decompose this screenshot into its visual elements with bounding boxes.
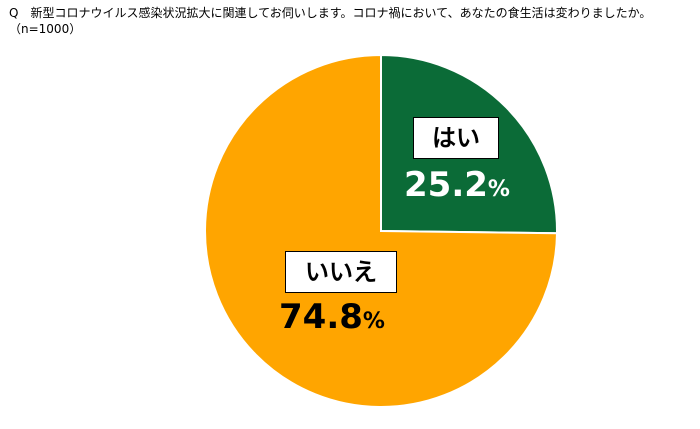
slice-value-yes-number: 25.2	[404, 165, 488, 205]
pie-slice-no	[204, 53, 559, 408]
sample-size: （n=1000）	[9, 22, 82, 36]
slice-value-yes-unit: %	[487, 177, 510, 202]
slice-value-yes: 25.2%	[404, 165, 510, 205]
question-text: Q 新型コロナウイルス感染状況拡大に関連してお伺いします。コロナ禍において、あな…	[9, 6, 652, 20]
slice-value-no: 74.8%	[279, 297, 385, 337]
slice-value-no-unit: %	[362, 309, 385, 334]
slice-value-no-number: 74.8	[279, 297, 363, 337]
slice-label-no: いいえ	[285, 251, 397, 293]
slice-label-yes: はい	[413, 117, 499, 159]
